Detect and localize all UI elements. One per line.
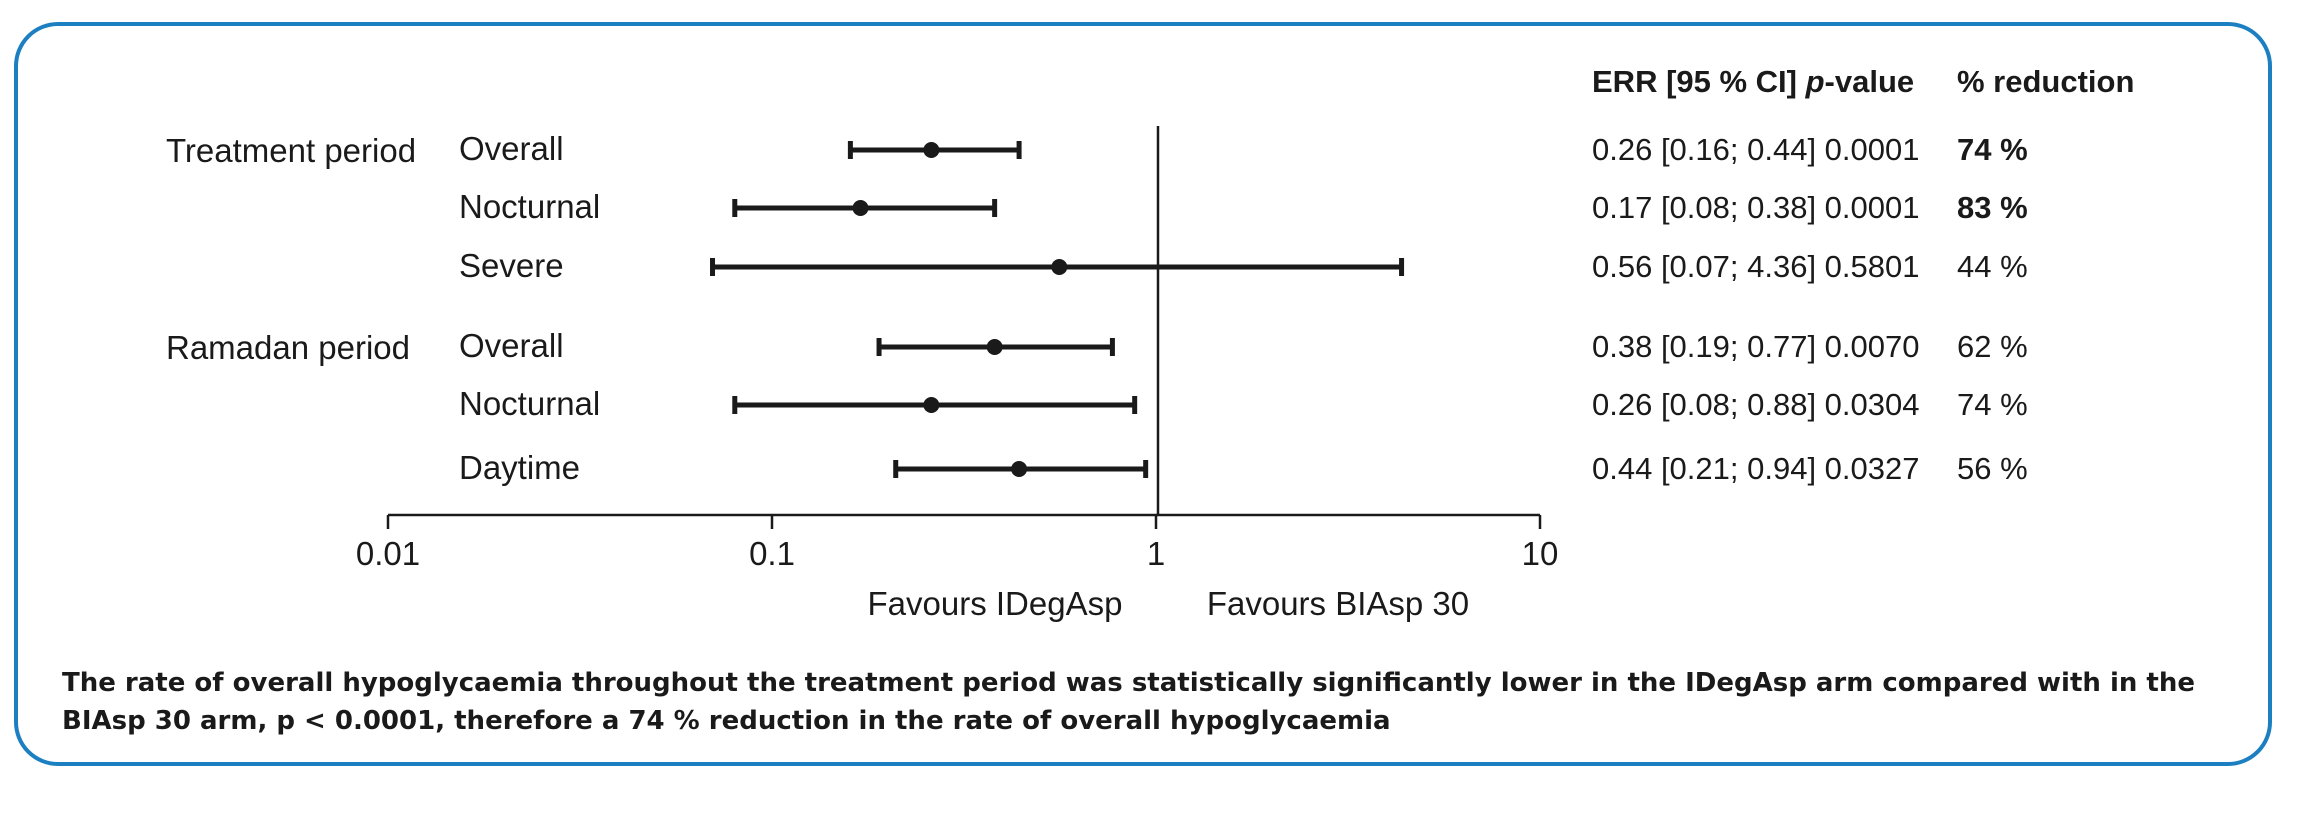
- group-label: Treatment period: [166, 132, 416, 169]
- point-estimate: [1051, 259, 1068, 275]
- row-label: Daytime: [459, 449, 580, 486]
- forest-plot: ERR [95 % CI] p-value % reduction Treatm…: [166, 64, 2134, 622]
- row-label: Nocturnal: [459, 188, 600, 225]
- reduction-value: 44 %: [1957, 249, 2028, 284]
- forest-marks: Treatment period Overall 0.26 [0.16; 0.44]…: [166, 130, 2028, 486]
- point-estimate: [986, 339, 1003, 355]
- favours-right-label: Favours BIAsp 30: [1207, 585, 1469, 622]
- row-label: Severe: [459, 247, 564, 284]
- figure-frame: [14, 22, 2272, 766]
- x-tick-label: 0.01: [356, 535, 420, 572]
- point-estimate: [1011, 461, 1028, 477]
- stats-value: 0.26 [0.16; 0.44] 0.0001: [1592, 132, 1920, 167]
- favours-left-label: Favours IDegAsp: [868, 585, 1123, 622]
- stats-value: 0.26 [0.08; 0.88] 0.0304: [1592, 387, 1920, 422]
- stats-value: 0.17 [0.08; 0.38] 0.0001: [1592, 190, 1920, 225]
- reduction-value: 83 %: [1957, 190, 2028, 225]
- stats-column-header: ERR [95 % CI] p-value: [1592, 64, 1914, 99]
- reduction-value: 74 %: [1957, 132, 2028, 167]
- row-label: Overall: [459, 130, 564, 167]
- row-label: Nocturnal: [459, 385, 600, 422]
- x-axis: 0.01 0.1 1 10: [356, 513, 1559, 572]
- stats-value: 0.56 [0.07; 4.36] 0.5801: [1592, 249, 1920, 284]
- x-tick-label: 1: [1147, 535, 1165, 572]
- stats-value: 0.44 [0.21; 0.94] 0.0327: [1592, 451, 1920, 486]
- point-estimate: [923, 142, 940, 158]
- reduction-value: 74 %: [1957, 387, 2028, 422]
- point-estimate: [923, 397, 940, 413]
- x-tick-label: 0.1: [749, 535, 795, 572]
- reduction-value: 62 %: [1957, 329, 2028, 364]
- group-label: Ramadan period: [166, 329, 410, 366]
- reduction-column-header: % reduction: [1957, 64, 2134, 99]
- x-tick-label: 10: [1522, 535, 1559, 572]
- figure-caption: The rate of overall hypoglycaemia throug…: [62, 668, 2195, 736]
- stats-value: 0.38 [0.19; 0.77] 0.0070: [1592, 329, 1920, 364]
- point-estimate: [852, 200, 869, 216]
- reduction-value: 56 %: [1957, 451, 2028, 486]
- row-label: Overall: [459, 327, 564, 364]
